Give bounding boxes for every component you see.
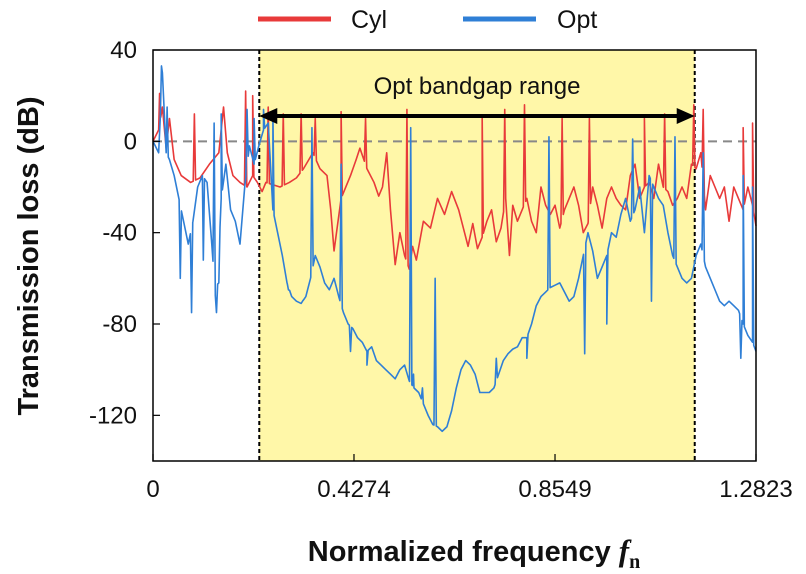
x-tick-label: 0 bbox=[146, 476, 159, 503]
series-line-opt bbox=[152, 65, 757, 433]
bandgap-region bbox=[259, 50, 695, 461]
y-axis-ticks: 40 0 -40 -80 -120 bbox=[89, 37, 160, 429]
legend-cyl-label: Cyl bbox=[351, 6, 387, 34]
x-axis-title: Normalized frequency fn bbox=[308, 533, 640, 573]
x-tick-label: 1.2823 bbox=[719, 476, 792, 503]
plot-frame bbox=[152, 49, 757, 462]
x-axis-symbol-f: f bbox=[619, 533, 632, 568]
x-tick-label: 0.4274 bbox=[317, 476, 390, 503]
x-tick-label: 0.8549 bbox=[518, 476, 591, 503]
y-axis-title: Transmission loss (dB) bbox=[13, 96, 45, 415]
bandgap-arrow-left-head bbox=[259, 108, 278, 124]
y-tick-label: -120 bbox=[89, 402, 137, 429]
legend: Cyl Opt bbox=[258, 6, 597, 34]
bandgap-arrow-right-head bbox=[676, 108, 695, 124]
x-axis-symbol-n: n bbox=[629, 551, 640, 573]
y-tick-label: -80 bbox=[102, 311, 137, 338]
legend-opt-label: Opt bbox=[557, 6, 597, 34]
y-tick-label: 40 bbox=[110, 37, 137, 64]
x-axis-title-text: Normalized frequency bbox=[308, 536, 619, 568]
y-tick-label: -40 bbox=[102, 220, 137, 247]
x-axis-ticks: 0 0.4274 0.8549 1.2823 bbox=[146, 454, 793, 503]
series-line-cyl bbox=[152, 90, 757, 270]
bandgap-label: Opt bandgap range bbox=[374, 73, 581, 100]
y-tick-label: 0 bbox=[124, 128, 137, 155]
series-layer bbox=[152, 65, 757, 433]
bandgap-annotation: Opt bandgap range bbox=[259, 73, 695, 124]
